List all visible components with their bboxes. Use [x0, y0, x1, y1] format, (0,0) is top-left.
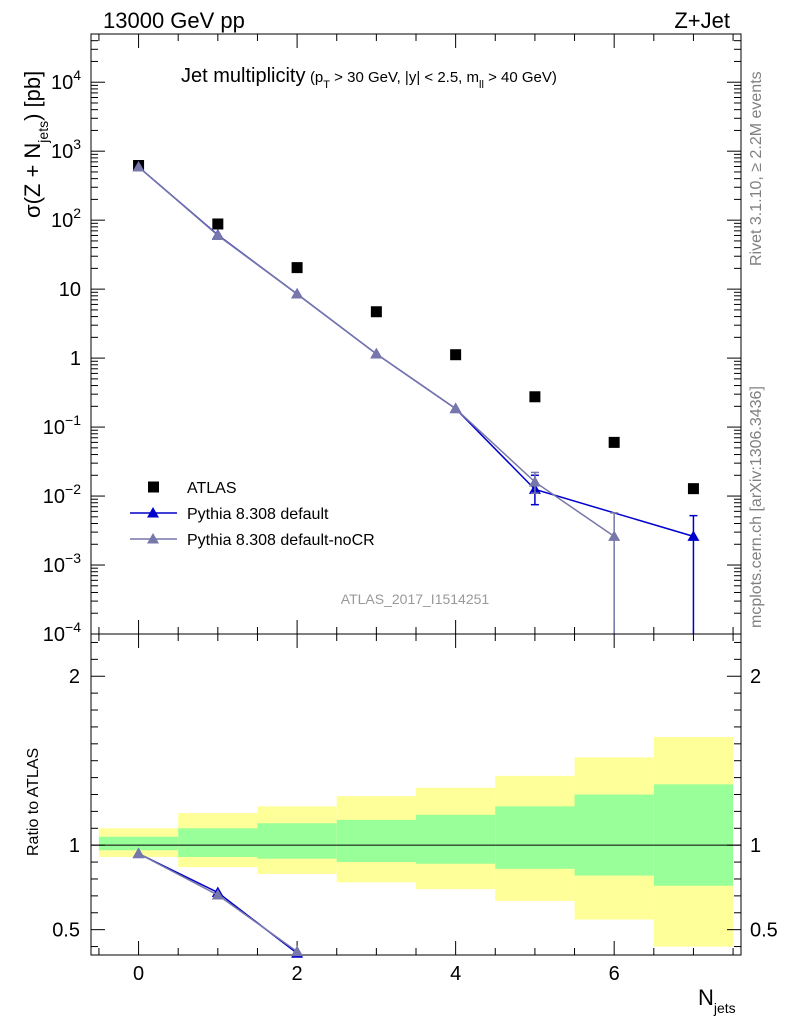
legend: ATLAS Pythia 8.308 default Pythia 8.308 de…: [130, 480, 375, 549]
data-point: [132, 160, 145, 172]
data-point: [608, 436, 620, 448]
y-tick-label: 10−4: [43, 619, 81, 646]
data-point: [291, 287, 304, 299]
x-tick-label: 6: [609, 963, 620, 985]
x-label-sub: jets: [713, 1000, 736, 1016]
data-point: [291, 262, 303, 274]
title-cond-rest1: > 30 GeV, |y| < 2.5, m: [330, 69, 479, 86]
ratio-tick-label-left: 0.5: [52, 920, 80, 942]
x-tick-label: 4: [450, 963, 461, 985]
data-point: [211, 229, 224, 240]
data-point: [449, 402, 462, 414]
y-label-main: σ(Z + N: [20, 143, 45, 218]
legend-marker: [148, 481, 159, 493]
y-label-end: ) [pb]: [20, 71, 45, 121]
header-left: 13000 GeV pp: [103, 8, 245, 33]
ratio-band-inner-2: [257, 823, 337, 859]
ratio-band-inner-7: [653, 784, 734, 886]
title-cond-m-sub: ll: [479, 79, 484, 91]
ratio-band-inner-6: [574, 794, 654, 876]
header-right: Z+Jet: [674, 8, 730, 33]
y-tick-label: 1: [70, 348, 81, 370]
data-point: [212, 218, 224, 230]
legend-label: ATLAS: [187, 480, 237, 497]
side-mcplots-text: mcplots.cern.ch [arXiv:1306.3436]: [748, 386, 765, 628]
x-label-main: N: [698, 985, 714, 1010]
data-point: [529, 391, 541, 403]
ratio-point: [211, 889, 224, 900]
y-tick-label: 104: [51, 67, 81, 94]
ratio-panel: 0 2 4 6 0.5 0.5 1 1 2 2: [52, 633, 778, 985]
ratio-tick-label-left: 1: [69, 835, 80, 857]
ratio-y-axis-label: Ratio to ATLAS: [25, 748, 42, 856]
legend-marker: [147, 533, 159, 544]
ratio-tick-label-left: 2: [69, 666, 80, 688]
ratio-tick-label-right: 1: [750, 835, 761, 857]
data-point: [528, 475, 541, 487]
y-tick-label: 10−3: [43, 550, 81, 577]
data-point: [370, 306, 382, 318]
data-point: [687, 530, 700, 541]
ratio-band-inner-0: [98, 836, 179, 851]
x-tick-label: 0: [133, 963, 144, 985]
ratio-band-inner-5: [495, 806, 575, 869]
y-tick-label: 102: [51, 205, 81, 232]
title-cond-pt: (p: [310, 69, 323, 86]
ratio-point: [291, 945, 304, 957]
data-point: [608, 530, 621, 541]
legend-label: Pythia 8.308 default: [187, 506, 329, 523]
ratio-point: [132, 847, 145, 859]
data-point: [450, 349, 462, 361]
title-cond-rest2: > 40 GeV): [484, 69, 557, 86]
y-label-sub: jets: [35, 121, 51, 144]
ratio-band-inner-3: [336, 819, 416, 863]
ratio-tick-label-right: 2: [750, 666, 761, 688]
side-rivet-text: Rivet 3.1.10, ≥ 2.2M events: [748, 71, 765, 266]
y-tick-label: 10−2: [43, 481, 81, 508]
y-tick-label: 10−1: [43, 412, 81, 439]
ratio-tick-label-right: 0.5: [750, 920, 778, 942]
x-axis-label: Njets: [698, 985, 736, 1016]
ratio-band-inner-1: [178, 828, 258, 858]
title-cond-pt-sub: T: [323, 79, 330, 91]
y-axis-label: σ(Z + Njets) [pb]: [20, 71, 51, 218]
x-tick-label: 2: [292, 963, 303, 985]
legend-marker: [147, 507, 159, 518]
data-point: [370, 347, 383, 359]
title-main: Jet multiplicity: [181, 65, 305, 87]
y-tick-label: 103: [51, 136, 81, 163]
data-point: [687, 483, 699, 495]
analysis-id: ATLAS_2017_I1514251: [341, 591, 490, 607]
ratio-band-inner-4: [416, 814, 496, 864]
y-tick-label: 10: [59, 279, 81, 301]
chart-title: Jet multiplicity (pT > 30 GeV, |y| < 2.5…: [181, 65, 557, 91]
legend-label: Pythia 8.308 default-noCR: [187, 532, 375, 549]
